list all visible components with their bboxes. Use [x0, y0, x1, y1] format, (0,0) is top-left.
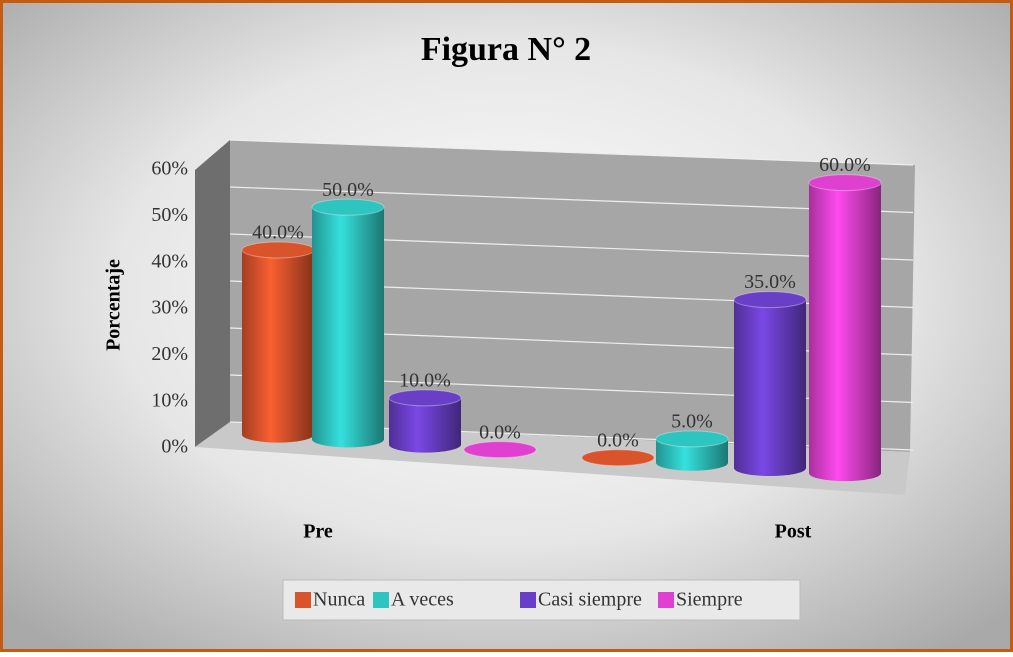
- y-tick-label: 60%: [151, 158, 188, 180]
- bar-top: [241, 241, 315, 259]
- data-label: 0.0%: [597, 429, 639, 451]
- legend-swatch: [658, 592, 674, 608]
- bar-top: [388, 389, 462, 407]
- y-tick-label: 50%: [151, 204, 188, 226]
- data-label: 60.0%: [819, 154, 871, 176]
- bar-body: [312, 207, 384, 440]
- grid-line: [229, 186, 914, 214]
- y-tick-label: 20%: [151, 343, 188, 365]
- x-tick-label: Pre: [303, 521, 333, 543]
- y-axis-label: Porcentaje: [103, 259, 125, 351]
- bar: [733, 291, 807, 477]
- data-label: 35.0%: [744, 271, 796, 293]
- data-label: 5.0%: [671, 410, 713, 432]
- bar-top: [808, 174, 882, 192]
- legend-label: Nunca: [313, 589, 365, 611]
- bar-top: [733, 291, 807, 309]
- legend-swatch: [373, 592, 389, 608]
- bar: [655, 430, 729, 471]
- legend: [282, 579, 801, 621]
- data-label: 50.0%: [322, 179, 374, 201]
- y-tick-label: 30%: [151, 297, 188, 319]
- x-tick-label: Post: [775, 521, 812, 543]
- chart-title: Figura N° 2: [421, 31, 591, 68]
- bar: [808, 174, 882, 482]
- bar: [241, 241, 315, 443]
- bar-body: [809, 182, 881, 474]
- bar-body: [734, 299, 806, 469]
- legend-label: Casi siempre: [538, 589, 642, 611]
- bar: [388, 389, 462, 453]
- y-tick-label: 10%: [151, 389, 188, 411]
- legend-label: A veces: [391, 589, 454, 611]
- side-wall: [195, 140, 230, 447]
- grid-line: [229, 139, 914, 166]
- y-tick-label: 40%: [151, 250, 188, 272]
- data-label: 0.0%: [479, 421, 521, 443]
- bar: [581, 449, 655, 467]
- legend-label: Siempre: [676, 589, 743, 611]
- y-tick-label: 0%: [161, 436, 188, 458]
- bar: [463, 441, 537, 459]
- bar-top: [311, 198, 385, 216]
- bar: [311, 198, 385, 448]
- legend-swatch: [520, 592, 536, 608]
- bar-top: [463, 441, 537, 459]
- bar-top: [655, 430, 729, 448]
- bar-body: [242, 249, 314, 435]
- legend-swatch: [295, 592, 311, 608]
- bar-top: [581, 449, 655, 467]
- data-label: 40.0%: [252, 222, 304, 244]
- data-label: 10.0%: [399, 369, 451, 391]
